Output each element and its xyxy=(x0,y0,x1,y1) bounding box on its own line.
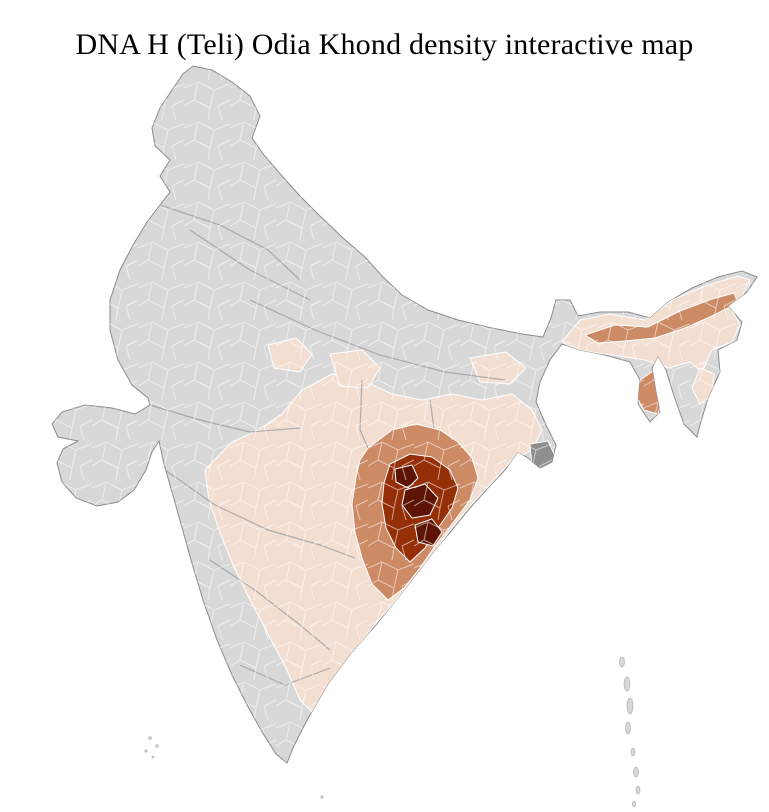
andaman-nicobar-islands[interactable] xyxy=(619,656,641,808)
page-title: DNA H (Teli) Odia Khond density interact… xyxy=(75,28,694,62)
lakshadweep-islands[interactable] xyxy=(144,736,324,799)
